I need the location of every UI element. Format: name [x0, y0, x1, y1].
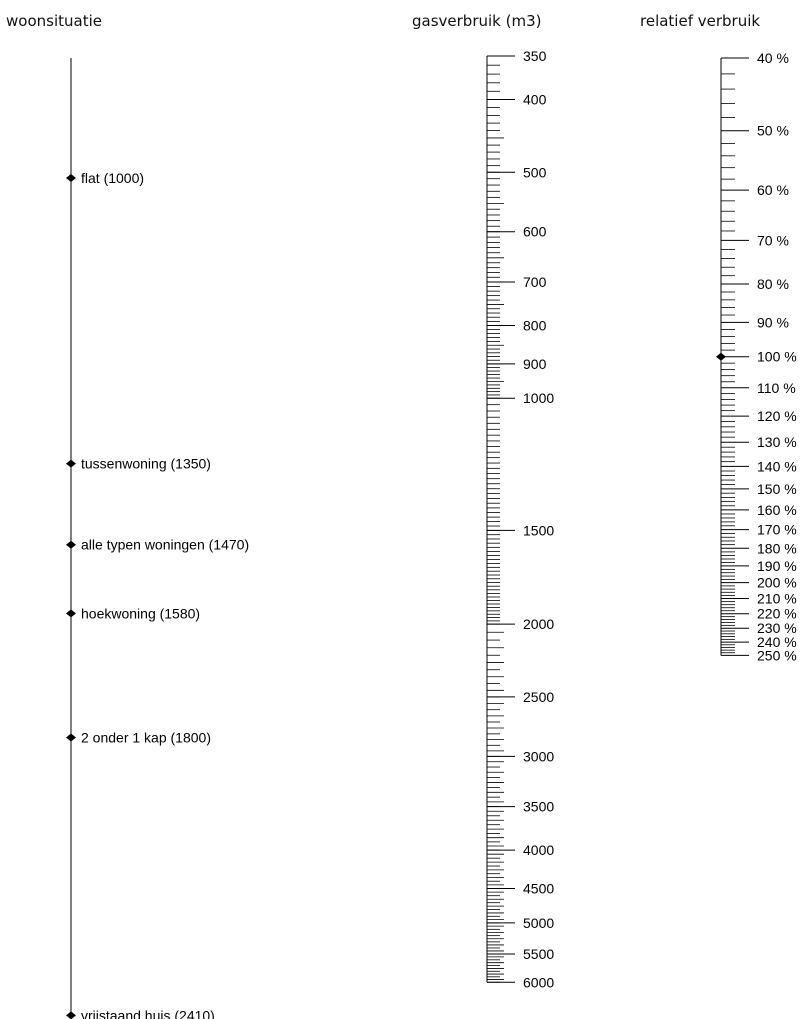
gasverbruik-tick-label: 500: [523, 164, 547, 180]
relatief-tick-label: 230 %: [757, 620, 797, 636]
relatief-tick-label: 160 %: [757, 502, 797, 518]
woonsituatie-title: woonsituatie: [6, 12, 102, 30]
gasverbruik-tick-label: 5000: [523, 915, 554, 931]
gasverbruik-tick-label: 1000: [523, 390, 554, 406]
gasverbruik-tick-label: 400: [523, 92, 547, 108]
gasverbruik-tick-label: 800: [523, 317, 547, 333]
gasverbruik-tick-label: 4500: [523, 881, 554, 897]
woonsituatie-point-label: tussenwoning (1350): [81, 456, 211, 472]
relatief-tick-label: 120 %: [757, 408, 797, 424]
relatief-tick-label: 100 %: [757, 349, 797, 365]
woonsituatie-point: [66, 1011, 76, 1019]
relatief-tick-label: 140 %: [757, 458, 797, 474]
gasverbruik-tick-label: 600: [523, 224, 547, 240]
relatief-tick-label: 180 %: [757, 540, 797, 556]
woonsituatie-point: [66, 609, 76, 618]
gasverbruik-tick-label: 2000: [523, 616, 554, 632]
relatief-tick-label: 200 %: [757, 575, 797, 591]
relatief-tick-label: 210 %: [757, 591, 797, 607]
gasverbruik-tick-label: 6000: [523, 974, 554, 990]
gasverbruik-tick-label: 3000: [523, 748, 554, 764]
gasverbruik-tick-label: 900: [523, 356, 547, 372]
woonsituatie-point-label: hoekwoning (1580): [81, 605, 200, 621]
woonsituatie-point-label: 2 onder 1 kap (1800): [81, 730, 211, 746]
woonsituatie-point: [66, 459, 76, 468]
woonsituatie-point-label: flat (1000): [81, 170, 144, 186]
woonsituatie-point: [66, 540, 76, 549]
woonsituatie-point-label: alle typen woningen (1470): [81, 537, 249, 553]
gasverbruik-tick-label: 3500: [523, 799, 554, 815]
gasverbruik-title: gasverbruik (m3): [412, 12, 542, 30]
relatief-tick-label: 70 %: [757, 232, 789, 248]
woonsituatie-point: [66, 174, 76, 182]
relatief-tick-label: 90 %: [757, 314, 789, 330]
relatief-tick-label: 40 %: [757, 50, 789, 66]
relatief-tick-label: 60 %: [757, 182, 789, 198]
gasverbruik-tick-label: 700: [523, 274, 547, 290]
relatief-tick-label: 80 %: [757, 276, 789, 292]
gasverbruik-tick-label: 2500: [523, 689, 554, 705]
relatief-tick-label: 130 %: [757, 434, 797, 450]
relatief-tick-label: 170 %: [757, 522, 797, 538]
gasverbruik-tick-label: 1500: [523, 522, 554, 538]
relatief-verbruik-title: relatief verbruik: [640, 12, 761, 30]
gasverbruik-tick-label: 5500: [523, 946, 554, 962]
relatief-tick-label: 220 %: [757, 606, 797, 622]
woonsituatie-point: [66, 733, 76, 742]
gasverbruik-tick-label: 4000: [523, 842, 554, 858]
relatief-tick-label: 240 %: [757, 634, 797, 650]
relatief-tick-label: 110 %: [757, 380, 796, 396]
relatief-tick-label: 190 %: [757, 558, 797, 574]
woonsituatie-point-label: vrijstaand huis (2410): [81, 1007, 215, 1019]
gasverbruik-tick-label: 350: [523, 48, 547, 64]
relatief-tick-label: 50 %: [757, 123, 789, 139]
relatief-reference-marker: [716, 352, 726, 361]
relatief-tick-label: 250 %: [757, 647, 797, 663]
relatief-tick-label: 150 %: [757, 481, 797, 497]
